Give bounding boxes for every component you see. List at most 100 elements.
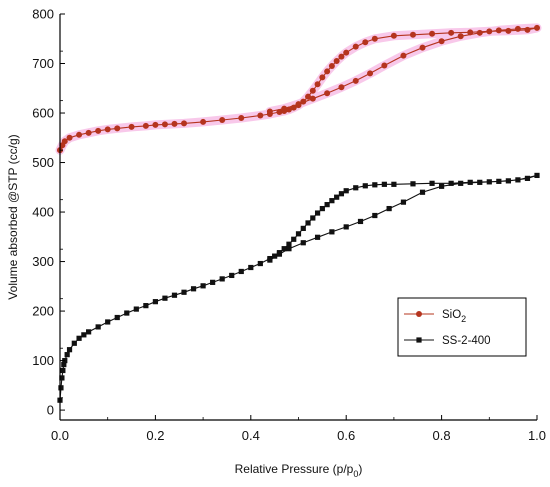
series-1-point	[367, 70, 374, 77]
legend-box	[397, 297, 527, 357]
series-1-point	[238, 114, 245, 121]
series-1-point	[161, 121, 168, 128]
series-2-point	[171, 292, 178, 298]
series-1-point	[171, 120, 178, 127]
series-2-point	[181, 289, 187, 295]
axes: 0 100 200 300 400 500 600 700 800 0.0 0.2 0.4 0.6 0.8…	[6, 7, 546, 480]
x-axis-title: Relative Pressure (p/p0)	[235, 462, 363, 479]
legend-marker-1	[416, 311, 422, 317]
x-axis-title-main: Relative Pressure (p/p	[235, 462, 354, 476]
series-2-point	[372, 182, 378, 188]
series-1-point	[486, 28, 493, 35]
series-2-point	[105, 319, 111, 325]
series-2-point	[286, 246, 292, 252]
series-1-point	[305, 93, 312, 100]
series-1-point	[419, 44, 426, 51]
series-2-point	[305, 220, 311, 226]
series-2-point	[334, 194, 340, 200]
series-2-point	[439, 183, 445, 189]
series-2-point	[314, 210, 321, 216]
series-2-point	[314, 234, 321, 240]
series-2-point	[133, 306, 139, 312]
y-tick-label: 600	[32, 106, 54, 121]
series-1-point	[352, 43, 359, 50]
series-2-point	[281, 246, 287, 252]
series-2-point	[66, 347, 73, 353]
series-2-point	[467, 179, 473, 185]
series-1-point	[448, 29, 455, 36]
series-1-point	[152, 121, 159, 128]
legend-label-main: SiO	[442, 309, 461, 321]
series-1-point	[324, 90, 331, 97]
y-tick-label: 200	[32, 304, 54, 319]
series-2-point	[272, 253, 278, 259]
series-2-point	[372, 212, 378, 219]
legend: SiO2 SS-2-400	[397, 297, 527, 357]
series-2-point	[338, 191, 345, 197]
series-2-point	[343, 224, 349, 230]
series-1-point	[319, 74, 326, 81]
series-1-point	[333, 58, 340, 65]
series-2-point	[310, 215, 316, 221]
series-2-point	[524, 175, 531, 181]
series-1-point	[524, 26, 531, 33]
series-1-point	[343, 49, 350, 56]
series-2-point	[81, 332, 87, 338]
series-1-point	[181, 120, 188, 127]
series-2-point	[58, 385, 64, 391]
y-tick-label: 400	[32, 205, 54, 220]
series-1-point	[257, 112, 264, 119]
series-1-point	[371, 35, 378, 42]
series-1-point	[266, 108, 273, 115]
series-1-point	[324, 68, 331, 75]
y-tick-label: 300	[32, 254, 54, 269]
series-1-point	[281, 105, 288, 112]
series-1-point	[85, 129, 92, 136]
series-2-point	[300, 225, 306, 231]
y-tick-label: 100	[32, 353, 54, 368]
series-1-point	[61, 138, 68, 145]
series-2-point	[486, 179, 492, 185]
series-1-point	[362, 39, 369, 46]
series-1	[55, 23, 542, 155]
series-2-point	[59, 375, 65, 381]
series-2-point	[152, 299, 158, 305]
series-1-point	[276, 109, 283, 116]
x-tick-label: 1.0	[528, 428, 546, 443]
y-axis-title: Volume absorbed @STP (cc/g)	[6, 134, 20, 299]
series-2-point	[353, 185, 359, 191]
series-1-point	[438, 38, 445, 45]
series-2-point	[391, 181, 397, 187]
series-2-point	[248, 264, 254, 271]
series-2-point	[86, 329, 92, 335]
legend-label-1: SiO2	[442, 309, 466, 324]
x-tick-label: 0.2	[146, 428, 164, 443]
series-2-point	[515, 177, 521, 183]
series-1-highlight	[55, 23, 542, 155]
x-tick-label: 0.0	[51, 428, 69, 443]
series-2-point	[410, 181, 416, 187]
series-1-point	[128, 123, 135, 130]
series-2-point	[448, 180, 454, 186]
series-2-point	[534, 172, 540, 179]
series-2-point	[286, 241, 292, 247]
series-2-point	[300, 240, 306, 246]
series-2	[57, 172, 540, 403]
series-1-point	[338, 84, 345, 91]
legend-marker-2	[416, 337, 422, 343]
series-2-point	[238, 268, 244, 275]
series-2-point	[124, 310, 130, 316]
series-2-point	[60, 367, 66, 374]
series-2-point	[329, 198, 335, 204]
series-2-point	[496, 178, 502, 184]
series-2-point	[319, 205, 325, 212]
series-2-point	[190, 286, 197, 292]
y-tick-label: 700	[32, 56, 54, 71]
series-2-point	[324, 202, 330, 208]
series-1-point	[457, 33, 464, 40]
series-2-point	[71, 340, 77, 346]
x-axis-title-close: )	[358, 462, 362, 476]
series-1-point	[467, 29, 474, 36]
x-tick-label: 0.6	[337, 428, 355, 443]
